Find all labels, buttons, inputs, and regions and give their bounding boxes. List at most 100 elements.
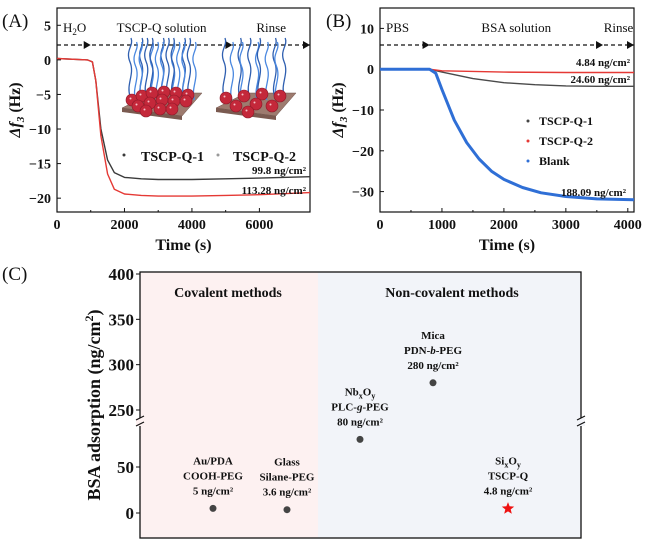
axis-break-gap	[577, 418, 585, 426]
nanoparticle-highlight	[269, 103, 272, 106]
data-point-label: 4.8 ng/cm²	[484, 486, 533, 498]
legend-marker-tscp-q-1	[122, 153, 126, 157]
nanoparticle	[255, 87, 269, 101]
phase-label: TSCP-Q solution	[117, 20, 207, 35]
y-tick-label: −15	[29, 158, 51, 173]
data-point-star	[501, 502, 515, 514]
data-point-label: SixOy	[495, 456, 521, 470]
nanoparticle-highlight	[183, 98, 186, 101]
brush-illustration-2-icon	[215, 37, 297, 120]
x-tick-label: 2000	[490, 218, 518, 233]
plot-frame	[139, 271, 582, 539]
panel-a: (A) 0 2000 4000 6000 5 0 −5 −10 −15 −20 H2O TSCP-Q …	[2, 7, 311, 254]
polymer-chain	[170, 37, 175, 97]
y-tick-label: 0	[44, 54, 51, 69]
data-point-label: Au/PDA	[193, 455, 233, 467]
x-tick-label: 3000	[552, 218, 580, 233]
polymer-chain	[127, 37, 133, 97]
legend-marker	[526, 159, 530, 163]
panel-a-label: (A)	[2, 11, 28, 32]
data-point-label: Silane-PEG	[259, 472, 314, 484]
panel-c-ylabel: BSA adsorption (ng/cm2)	[82, 309, 105, 500]
nanoparticle-highlight	[241, 93, 244, 96]
panel-b-ylabel: Δf3 (Hz)	[330, 82, 350, 138]
legend-marker-tscp-q-2	[216, 153, 220, 157]
region-covalent	[140, 272, 318, 538]
y-tick-label: −10	[29, 123, 51, 138]
nanoparticle-highlight	[139, 93, 142, 96]
nanoparticle	[219, 91, 233, 105]
nanoparticle-highlight	[147, 100, 150, 103]
series-line-tscp-q-2	[56, 57, 311, 197]
data-point	[429, 379, 437, 387]
panel-b-xlabel: Time (s)	[479, 237, 535, 254]
axis-break-gap	[136, 418, 144, 426]
x-tick-label: 0	[54, 218, 61, 233]
polymer-chain	[229, 41, 235, 101]
legend-marker	[526, 139, 530, 143]
polymer-chain	[247, 37, 252, 97]
data-point-label: PDN-b-PEG	[404, 345, 463, 357]
data-point-label: 80 ng/cm²	[337, 416, 383, 428]
phase-arrowhead-icon	[225, 41, 233, 49]
y-tick-label: 10	[360, 22, 374, 37]
nanoparticle-highlight	[129, 97, 132, 100]
phase-arrowhead-icon	[422, 41, 430, 49]
axis-break-mark	[135, 421, 145, 427]
phase-label: H2O	[63, 20, 86, 37]
nanoparticle-highlight	[233, 103, 236, 106]
annotation-tscp-q-2: 4.84 ng/cm²	[576, 57, 631, 69]
polymer-chain	[274, 41, 279, 101]
panel-a-ylabel: Δf3 (Hz)	[7, 82, 27, 138]
polymer-chain	[165, 37, 170, 97]
panel-c: (C) 400 350 300 250 50 0 Covalent methods Non-c…	[2, 264, 586, 539]
polymer-chain	[192, 41, 197, 101]
nanoparticle-highlight	[149, 90, 152, 93]
nanoparticle-highlight	[223, 95, 226, 98]
y-tick-label: 50	[117, 458, 134, 477]
nanoparticle	[241, 105, 255, 119]
axis-break-mark	[576, 421, 586, 427]
data-point	[209, 504, 217, 512]
polymer-chain	[138, 41, 143, 101]
region-non-covalent	[318, 272, 581, 538]
nanoparticle	[229, 99, 243, 113]
panel-a-xlabel: Time (s)	[155, 237, 211, 254]
nanoparticle-highlight	[259, 91, 262, 94]
data-point-label: 5 ng/cm²	[193, 485, 234, 497]
legend-label: TSCP-Q-1	[539, 114, 593, 128]
phase-label: BSA solution	[481, 20, 551, 35]
x-tick-label: 0	[377, 218, 384, 233]
data-point-label: 3.6 ng/cm²	[263, 487, 312, 499]
nanoparticle	[179, 94, 193, 108]
data-point-label: TSCP-Q	[488, 471, 529, 483]
panel-a-frame	[56, 7, 311, 213]
region-title-covalent: Covalent methods	[174, 286, 282, 301]
region-title-non-covalent: Non-covalent methods	[385, 286, 519, 301]
polymer-chain	[282, 37, 287, 97]
nanoparticle-highlight	[143, 108, 146, 111]
data-point	[283, 506, 291, 514]
phase-label: PBS	[386, 20, 409, 35]
data-point	[356, 435, 364, 443]
nanoparticle	[237, 89, 251, 103]
y-tick-label: 400	[109, 265, 135, 284]
nanoparticle-highlight	[169, 106, 172, 109]
y-tick-label: 350	[109, 310, 135, 329]
y-tick-label: 300	[109, 356, 135, 375]
nanoparticle-highlight	[157, 106, 160, 109]
y-tick-label: 0	[126, 504, 135, 523]
panel-c-label: (C)	[2, 264, 27, 285]
y-tick-label: 5	[44, 19, 51, 34]
polymer-chain	[239, 41, 244, 101]
nanoparticle	[153, 102, 167, 116]
panel-b: (B) 0 1000 2000 3000 4000 10 0 −10 −20 −30 PBS BSA …	[326, 7, 642, 254]
data-point-label: NbxOy	[345, 386, 376, 400]
legend-label: Blank	[539, 154, 570, 168]
data-point-label: 280 ng/cm²	[407, 360, 459, 372]
nanoparticle-highlight	[161, 89, 164, 92]
y-tick-label: 250	[109, 401, 135, 420]
nanoparticle-highlight	[171, 98, 174, 101]
brush-illustration-1-icon	[121, 37, 203, 120]
